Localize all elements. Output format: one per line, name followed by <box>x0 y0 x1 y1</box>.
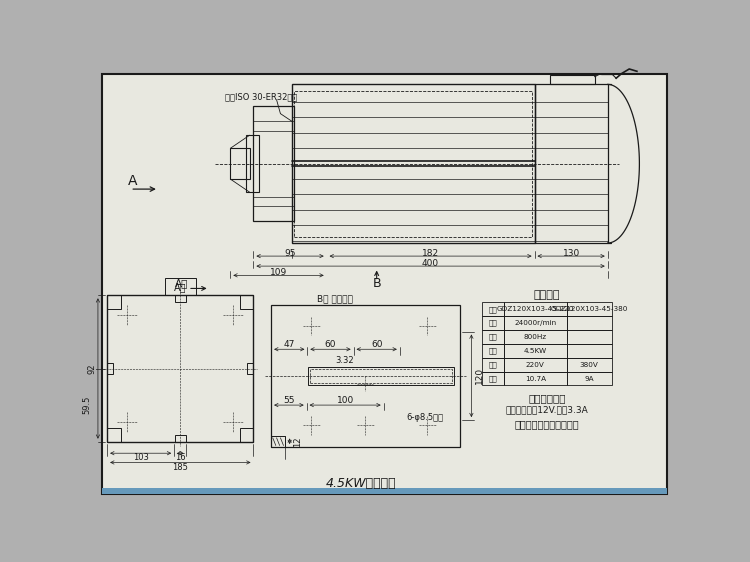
Text: 功率: 功率 <box>488 347 497 354</box>
Text: A: A <box>128 174 137 188</box>
Text: 电压: 电压 <box>488 361 497 368</box>
Text: 185: 185 <box>172 463 188 472</box>
Text: 92: 92 <box>87 363 96 374</box>
Bar <box>308 366 454 385</box>
Text: 59.5: 59.5 <box>82 396 92 414</box>
Text: 安装ISO 30-ER32刀柄: 安装ISO 30-ER32刀柄 <box>225 92 297 101</box>
Text: 轴流风扇冷却: 轴流风扇冷却 <box>528 393 566 403</box>
Bar <box>567 344 611 358</box>
Bar <box>239 428 254 442</box>
Text: 47: 47 <box>284 340 295 349</box>
Bar <box>107 296 121 309</box>
Bar <box>272 305 460 447</box>
Text: 55: 55 <box>284 396 295 405</box>
Text: 12: 12 <box>292 436 302 447</box>
Text: 100: 100 <box>337 396 354 405</box>
Text: 120: 120 <box>475 367 484 384</box>
Text: 95: 95 <box>284 248 296 257</box>
Text: 频率: 频率 <box>488 334 497 340</box>
Bar <box>567 316 611 330</box>
Bar <box>482 330 504 344</box>
Bar <box>102 488 667 494</box>
Bar <box>239 296 254 309</box>
Bar <box>175 436 186 442</box>
Text: 60: 60 <box>325 340 336 349</box>
Bar <box>567 371 611 386</box>
Text: 60: 60 <box>371 340 382 349</box>
Text: A向: A向 <box>174 282 187 292</box>
Text: GDZ120X103-45-380: GDZ120X103-45-380 <box>550 306 628 312</box>
Text: 103: 103 <box>133 454 148 463</box>
Bar <box>294 90 532 237</box>
Text: 800Hz: 800Hz <box>524 334 547 340</box>
Text: 4.5KW: 4.5KW <box>524 348 547 354</box>
Text: B: B <box>372 277 381 289</box>
Text: 3.32: 3.32 <box>335 356 354 365</box>
Bar <box>482 358 504 371</box>
Text: 24000r/min: 24000r/min <box>514 320 556 326</box>
Bar <box>230 148 250 179</box>
Bar <box>504 302 567 316</box>
Bar <box>504 371 567 386</box>
Bar <box>107 296 254 442</box>
Bar <box>567 358 611 371</box>
Text: 10.7A: 10.7A <box>525 375 546 382</box>
Bar <box>482 302 504 316</box>
Text: 4.5KW自动据刀: 4.5KW自动据刀 <box>326 477 397 490</box>
Bar <box>504 344 567 358</box>
Text: 型号: 型号 <box>488 306 497 312</box>
Bar <box>107 362 113 374</box>
Text: 182: 182 <box>422 248 439 257</box>
Text: A向: A向 <box>176 278 188 288</box>
Text: 6-φ8.5通孔: 6-φ8.5通孔 <box>406 413 443 422</box>
Bar <box>246 135 259 192</box>
Text: GDZ120X103-45-220: GDZ120X103-45-220 <box>496 306 574 312</box>
Circle shape <box>178 366 182 370</box>
Bar <box>107 428 121 442</box>
Text: 9A: 9A <box>584 375 594 382</box>
Text: 电流: 电流 <box>488 375 497 382</box>
Bar <box>504 316 567 330</box>
Bar <box>175 296 186 302</box>
Bar <box>482 344 504 358</box>
Bar <box>550 75 595 84</box>
Bar <box>272 436 285 447</box>
Text: 380V: 380V <box>580 362 598 368</box>
Bar <box>504 330 567 344</box>
Text: B向 壳体底板: B向 壳体底板 <box>317 294 353 303</box>
Bar <box>248 362 254 374</box>
Bar <box>535 84 608 243</box>
Bar <box>482 371 504 386</box>
Bar <box>567 330 611 344</box>
Text: 16: 16 <box>175 454 186 463</box>
Text: 109: 109 <box>270 268 287 277</box>
Bar <box>482 316 504 330</box>
Text: 转速: 转速 <box>488 320 497 327</box>
Text: 技术参数: 技术参数 <box>533 289 560 300</box>
Text: 冷却风扇电压12V.电洁3.3A: 冷却风扇电压12V.电洁3.3A <box>506 406 588 415</box>
Text: 400: 400 <box>422 259 439 268</box>
Bar <box>567 302 611 316</box>
Bar <box>292 84 535 243</box>
Text: 常州市天速电机有限公司: 常州市天速电机有限公司 <box>514 419 579 429</box>
Bar <box>165 278 196 296</box>
Text: 220V: 220V <box>526 362 544 368</box>
Bar <box>310 369 452 383</box>
Text: 130: 130 <box>562 248 580 257</box>
Bar <box>254 106 294 221</box>
Bar <box>504 358 567 371</box>
